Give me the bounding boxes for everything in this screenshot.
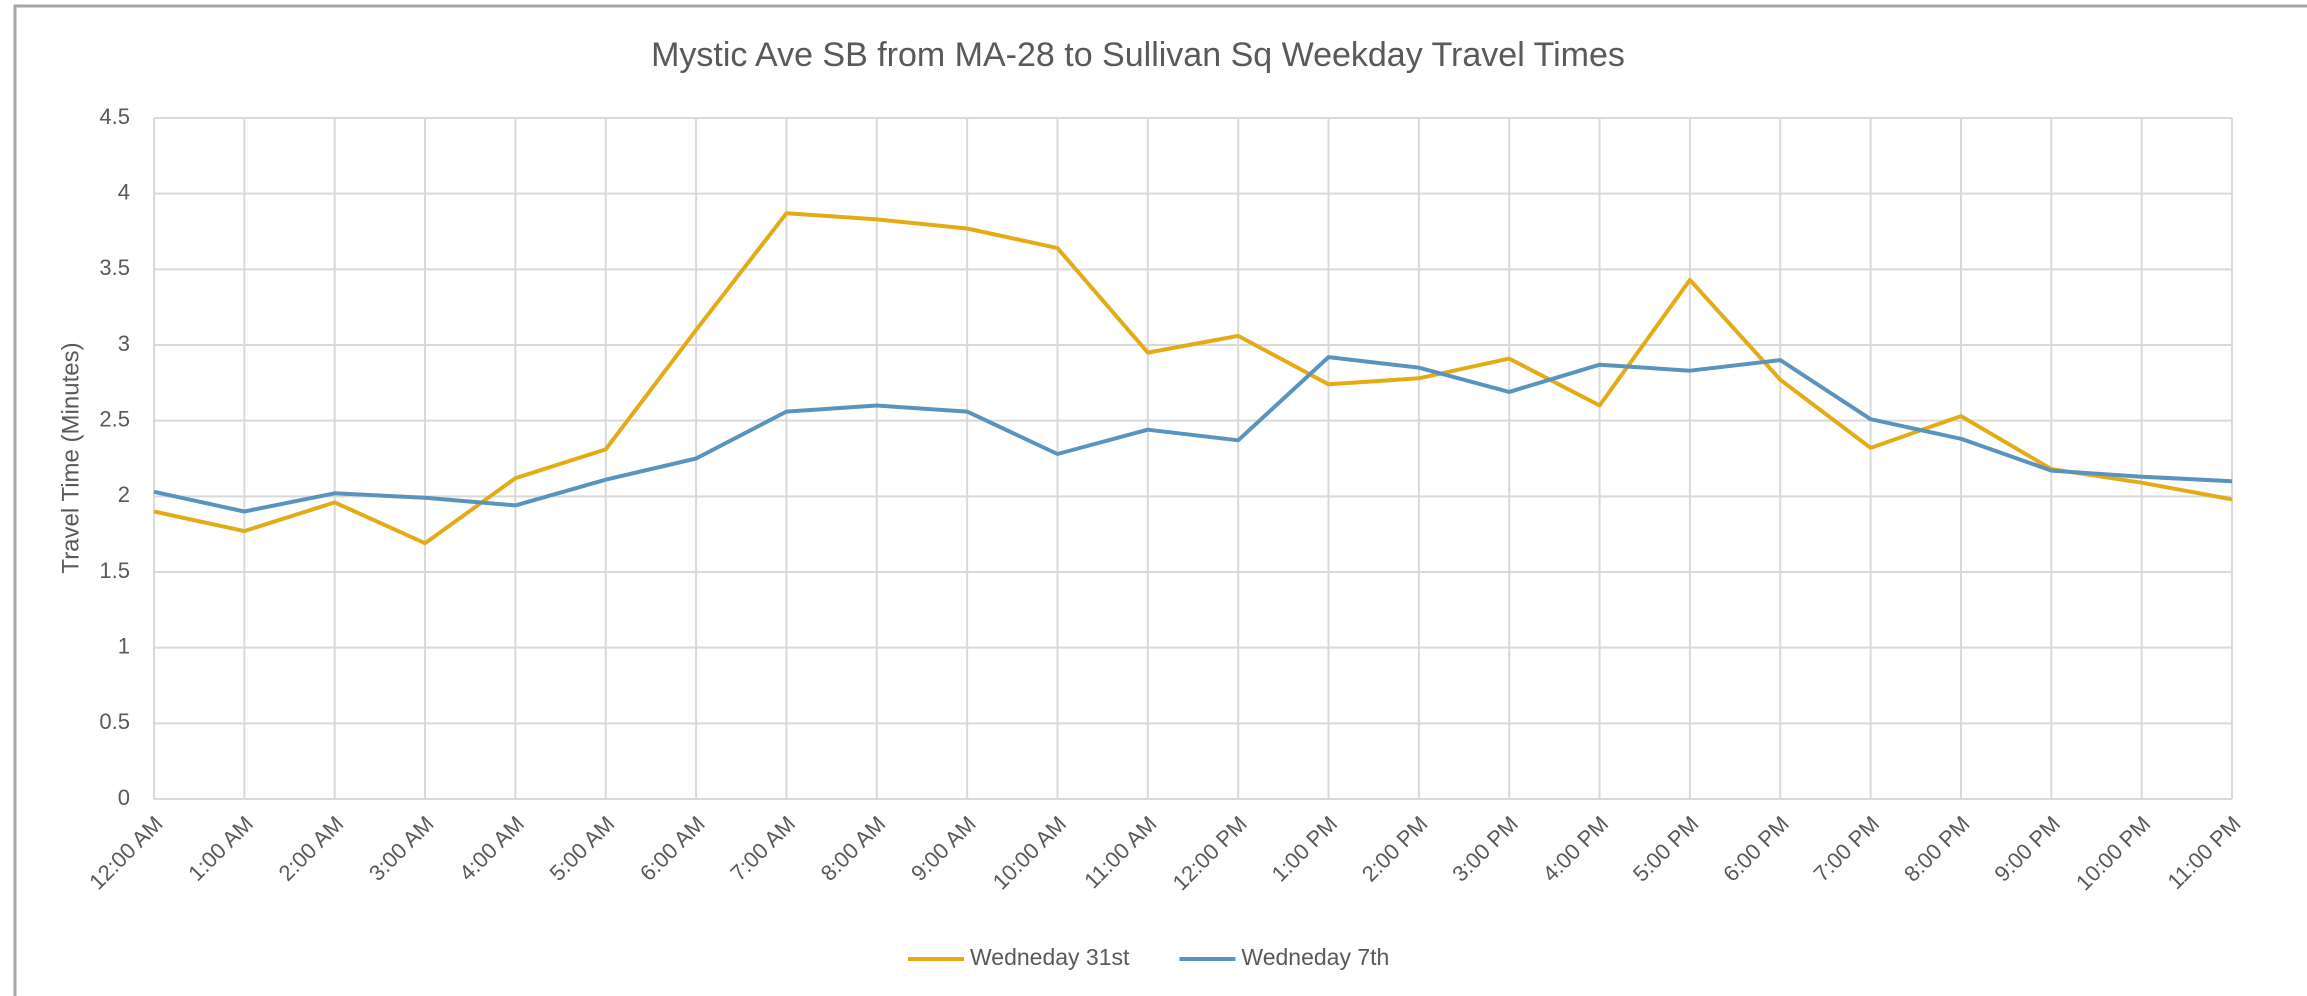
x-tick-label: 4:00 AM [454, 811, 529, 886]
series-line [153, 355, 2233, 514]
x-tick-label: 8:00 AM [816, 811, 891, 886]
x-tick-label: 4:00 PM [1538, 811, 1614, 887]
y-tick-label: 3.5 [99, 255, 130, 280]
y-axis-label: Travel Time (Minutes) [57, 342, 84, 573]
x-tick-label: 3:00 PM [1447, 811, 1523, 887]
legend-label: Wedneday 31st [970, 944, 1130, 970]
y-tick-label: 4.5 [99, 104, 130, 129]
x-tick-label: 3:00 AM [364, 811, 439, 886]
x-tick-label: 1:00 AM [183, 811, 258, 886]
y-tick-label: 4 [118, 179, 130, 204]
x-tick-label: 8:00 PM [1899, 811, 1975, 887]
x-tick-label: 11:00 AM [1079, 811, 1161, 893]
x-tick-label: 10:00 PM [2071, 811, 2155, 895]
series-line [153, 211, 2233, 546]
y-tick-label: 3 [118, 331, 130, 356]
x-tick-label: 2:00 AM [274, 811, 349, 886]
chart-title: Mystic Ave SB from MA-28 to Sullivan Sq … [651, 36, 1625, 74]
y-tick-label: 1 [118, 633, 130, 658]
x-tick-label: 6:00 AM [635, 811, 710, 886]
y-tick-label: 2 [118, 482, 130, 507]
x-tick-label: 6:00 PM [1718, 811, 1794, 887]
x-tick-label: 12:00 PM [1168, 811, 1252, 895]
x-tick-label: 2:00 PM [1357, 811, 1433, 887]
x-tick-label: 9:00 PM [1989, 811, 2065, 887]
y-tick-label: 0.5 [99, 709, 130, 734]
x-tick-label: 7:00 AM [725, 811, 800, 886]
chart-border [13, 4, 2307, 996]
x-tick-label: 11:00 PM [2163, 811, 2246, 894]
x-tick-label: 9:00 AM [906, 811, 981, 886]
legend-label: Wedneday 7th [1241, 944, 1389, 970]
x-tick-label: 12:00 AM [84, 811, 167, 894]
x-tick-label: 10:00 AM [988, 811, 1071, 894]
x-tick-label: 5:00 AM [545, 811, 620, 886]
x-tick-label: 7:00 PM [1809, 811, 1885, 887]
y-tick-label: 0 [118, 785, 130, 810]
y-tick-label: 1.5 [99, 558, 130, 583]
x-tick-label: 5:00 PM [1628, 811, 1704, 887]
x-tick-label: 1:00 PM [1267, 811, 1343, 887]
y-tick-label: 2.5 [99, 406, 130, 431]
